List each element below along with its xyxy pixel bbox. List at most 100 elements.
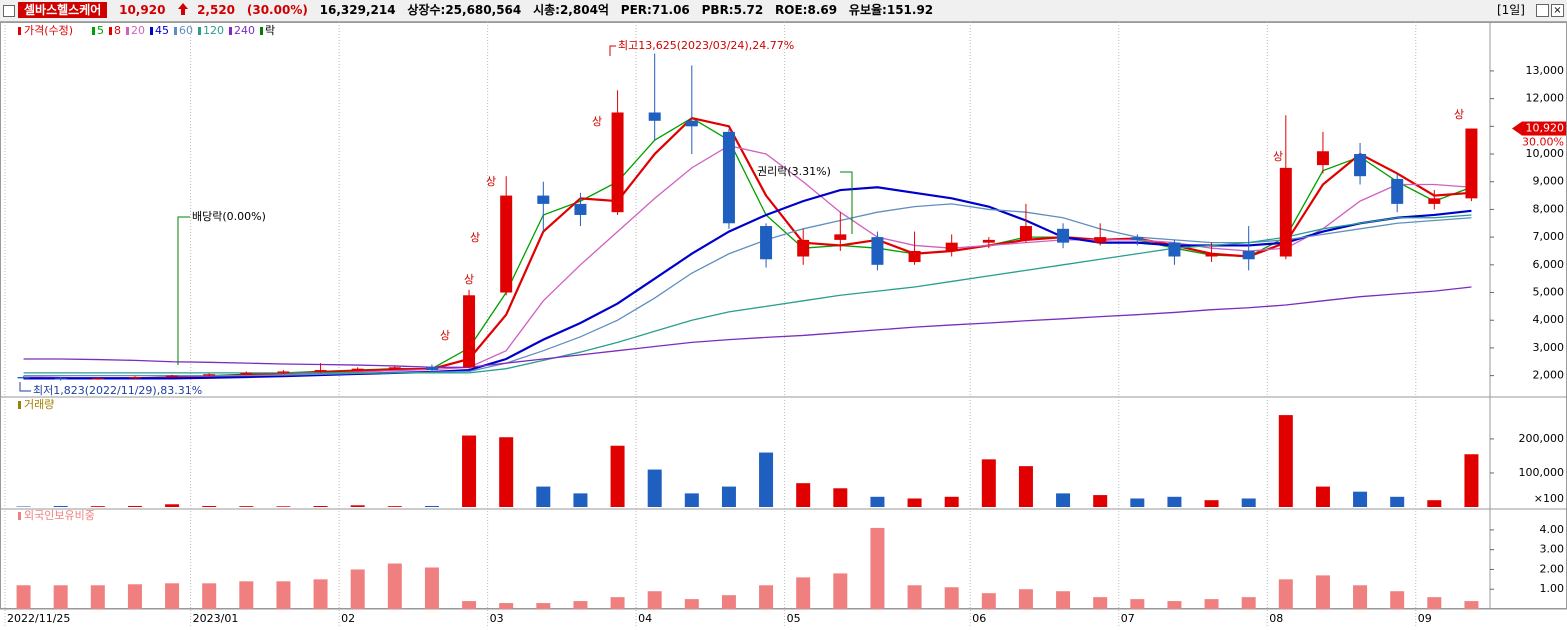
price: 10,920	[119, 3, 166, 17]
bar	[90, 506, 105, 507]
candle-body	[351, 368, 364, 371]
legend-label: 120	[203, 24, 224, 37]
bar	[1315, 575, 1330, 609]
panel-title: 가격(수정)	[24, 24, 73, 37]
legend-label: 5	[97, 24, 104, 37]
x-tick-label: 02	[341, 612, 355, 625]
y-tick-label: 13,000	[1526, 64, 1565, 77]
candle-body	[425, 367, 438, 371]
volume: 16,329,214	[319, 3, 396, 17]
annotation-line	[177, 216, 190, 365]
moving-average	[23, 203, 1472, 377]
x-tick-label: 09	[1418, 612, 1432, 625]
bar	[1427, 597, 1442, 609]
candle-body	[648, 112, 661, 121]
legend-swatch	[18, 27, 21, 35]
bar	[499, 603, 514, 609]
bar	[1427, 500, 1442, 507]
y-tick-label: 3.00	[1540, 543, 1565, 556]
candle-body	[203, 374, 216, 376]
moving-average	[23, 145, 1472, 379]
legend-swatch	[126, 27, 129, 35]
bar	[499, 437, 514, 507]
bar	[610, 597, 625, 609]
candle-body	[945, 242, 958, 251]
bar	[424, 567, 439, 609]
bar	[944, 587, 959, 609]
bar	[981, 459, 996, 507]
checkbox[interactable]	[3, 5, 15, 17]
candle-body	[1094, 237, 1107, 243]
candle-body	[17, 376, 30, 379]
y-tick-label: 3,000	[1533, 341, 1565, 354]
legend-swatch	[109, 27, 112, 35]
bar	[610, 445, 625, 507]
x-tick-label: 07	[1121, 612, 1135, 625]
candle-body	[1354, 154, 1367, 177]
legend-label: 20	[131, 24, 145, 37]
legend-swatch	[92, 27, 95, 35]
bar	[1464, 601, 1479, 609]
panel-title: 거래량	[24, 398, 54, 411]
limit-up-marker: 상	[470, 231, 480, 244]
legend-swatch	[150, 27, 153, 35]
close-button[interactable]: ×	[1551, 4, 1564, 17]
limit-up-marker: 상	[1454, 108, 1464, 121]
legend-swatch	[18, 401, 21, 409]
bar	[1018, 466, 1033, 507]
minimize-button[interactable]	[1536, 4, 1549, 17]
bar	[1390, 496, 1405, 507]
bar	[1315, 486, 1330, 507]
candle-body	[797, 239, 810, 257]
bar	[1464, 454, 1479, 507]
candle-body	[54, 378, 67, 380]
y-tick-label: 4,000	[1533, 313, 1565, 326]
candle-body	[1316, 151, 1329, 166]
bar	[833, 488, 848, 507]
bar	[1353, 585, 1368, 609]
bar	[239, 506, 254, 507]
candle-body	[760, 226, 773, 260]
legend-swatch	[18, 512, 21, 520]
price-marker-arrow	[1512, 121, 1522, 136]
bar	[1167, 496, 1182, 507]
y-tick-label: 2,000	[1533, 369, 1565, 382]
bar	[1018, 589, 1033, 609]
candle-body	[1168, 242, 1181, 257]
period[interactable]: [1일]	[1496, 3, 1525, 17]
y-tick-label: 9,000	[1533, 175, 1565, 188]
stock-name: 셀바스헬스케어	[18, 2, 108, 18]
candle-body	[240, 372, 253, 375]
x-tick-label: 05	[787, 612, 801, 625]
pbr: PBR:5.72	[701, 3, 764, 17]
bar	[721, 595, 736, 609]
bar	[1204, 500, 1219, 507]
bar	[796, 483, 811, 507]
bar	[165, 504, 180, 507]
bar	[424, 505, 439, 507]
x-tick-label: 04	[638, 612, 652, 625]
y-tick-label: 100,000	[1519, 466, 1565, 479]
bar	[462, 435, 477, 507]
bar	[1278, 579, 1293, 609]
bar	[239, 581, 254, 609]
bar	[647, 591, 662, 609]
bar	[1093, 495, 1108, 507]
x-tick-label: 2023/01	[193, 612, 239, 625]
price-marker-change: 30.00%	[1522, 136, 1564, 149]
bar	[796, 577, 811, 609]
bar	[944, 496, 959, 507]
annotation-rights: 권리락(3.31%)	[757, 165, 831, 178]
bar	[573, 493, 588, 507]
bar	[1204, 599, 1219, 609]
x-tick-label: 08	[1269, 612, 1283, 625]
chart: 2022/11/25 2023/01 02 03 04 05 06 07 08 09 2,000 3,…	[0, 22, 1567, 627]
bar	[276, 581, 291, 609]
bar	[870, 496, 885, 507]
bar	[462, 601, 477, 609]
annotation-line	[19, 382, 31, 392]
bar	[313, 505, 328, 507]
candle-body	[871, 237, 884, 265]
candle-body	[388, 367, 401, 369]
bar	[165, 583, 180, 609]
